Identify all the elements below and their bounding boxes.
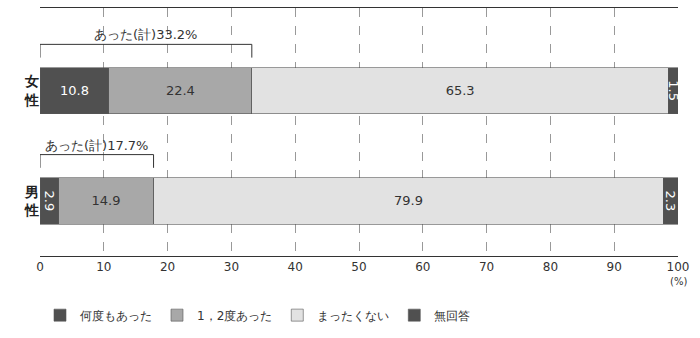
svg-text:60: 60 [415,260,430,274]
svg-text:1，2度あった: 1，2度あった [197,309,272,323]
svg-text:無回答: 無回答 [434,309,470,323]
svg-text:70: 70 [479,260,494,274]
svg-text:22.4: 22.4 [166,83,195,98]
svg-text:(%): (%) [670,276,687,287]
svg-text:10: 10 [96,260,111,274]
svg-text:あった(計)17.7%: あった(計)17.7% [45,138,148,153]
svg-text:14.9: 14.9 [92,193,121,208]
svg-text:女性: 女性 [24,73,39,107]
svg-text:90: 90 [607,260,622,274]
svg-text:何度もあった: 何度もあった [80,309,152,323]
svg-text:100: 100 [667,260,690,274]
svg-text:男性: 男性 [24,184,39,218]
svg-text:50: 50 [351,260,366,274]
svg-text:65.3: 65.3 [446,83,475,98]
svg-text:40: 40 [288,260,303,274]
svg-text:2.3: 2.3 [663,191,678,212]
svg-text:10.8: 10.8 [60,83,89,98]
svg-text:まったくない: まったくない [317,309,389,323]
svg-text:80: 80 [543,260,558,274]
svg-text:20: 20 [160,260,175,274]
svg-text:1.5: 1.5 [666,80,681,101]
svg-text:2.9: 2.9 [42,191,57,212]
svg-text:30: 30 [224,260,239,274]
svg-text:79.9: 79.9 [394,193,423,208]
svg-text:0: 0 [36,260,44,274]
svg-text:あった(計)33.2%: あった(計)33.2% [94,27,197,42]
